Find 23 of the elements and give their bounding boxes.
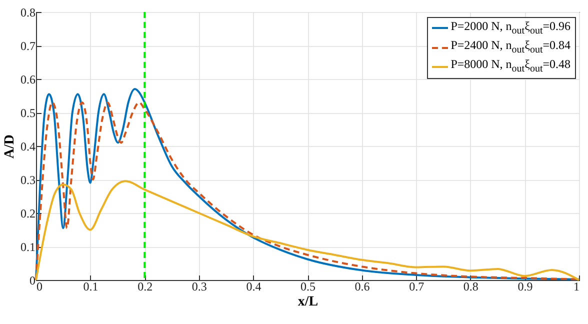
y-tick-label: 0.1: [20, 240, 36, 254]
x-tick-label: 0.1: [83, 280, 98, 294]
x-tick-label: 0.4: [246, 280, 262, 294]
y-tick-label: 0.6: [20, 72, 36, 86]
y-tick-label: 0.5: [20, 106, 36, 120]
x-axis-title: x/L: [298, 294, 318, 310]
legend-label: P=8000 N, n$_{out}$ξ$_{out}$=0.48: [450, 57, 570, 77]
y-tick-label: 0.3: [20, 173, 36, 187]
y-tick-label: 0.8: [20, 6, 36, 20]
x-tick-label: 1: [574, 280, 580, 294]
y-tick-label: 0.2: [20, 206, 36, 220]
x-tick-label: 0.2: [138, 280, 153, 294]
legend-label: P=2000 N, n$_{out}$ξ$_{out}$=0.96: [450, 18, 570, 38]
x-tick-label: 0.3: [192, 280, 207, 294]
x-tick-label: 0.5: [300, 280, 316, 294]
x-tick-label: 0.6: [354, 280, 370, 294]
y-tick-label: 0.4: [20, 140, 36, 154]
y-tick-label: 0.7: [20, 39, 36, 53]
legend-label: P=2400 N, n$_{out}$ξ$_{out}$=0.84: [450, 38, 570, 58]
x-tick-label: 0.9: [518, 280, 533, 294]
x-tick-label: 0.8: [463, 280, 478, 294]
x-tick-label: 0.7: [409, 280, 424, 294]
y-axis-title: A/D: [2, 134, 18, 159]
